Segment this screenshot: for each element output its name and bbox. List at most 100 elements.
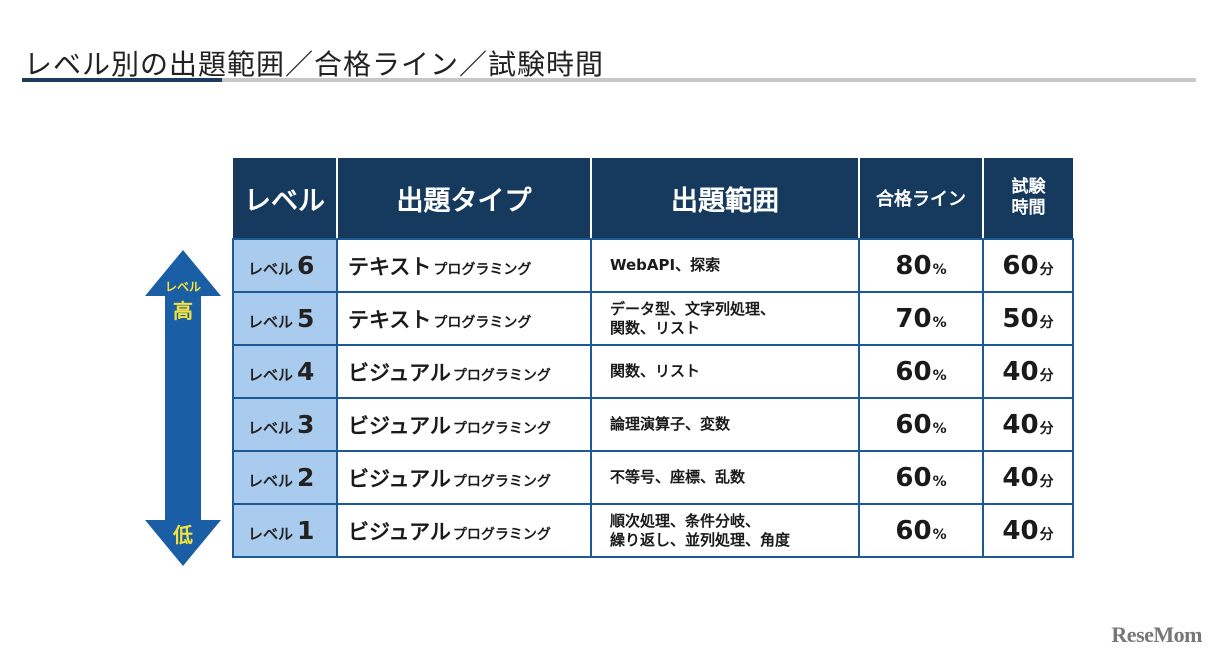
time-unit: 分 [1039,473,1054,490]
type-sub: プログラミング [452,367,551,384]
level-number: 6 [297,251,315,280]
time-cell: 60分 [982,238,1074,293]
level-cell: レベル 4 [232,344,338,399]
type-cell: ビジュアル プログラミング [336,503,592,558]
pass-line-cell: 60% [858,397,984,452]
pass-value: 70 [895,303,932,334]
pass-line-cell: 60% [858,503,984,558]
level-word: レベル [248,313,294,331]
pass-value: 80 [895,250,932,281]
scope-line-1: 論理演算子、変数 [610,415,731,433]
scope-line-1: 関数、リスト [610,362,701,380]
arrow-label-level: レベル [164,280,201,294]
header-pass: 合格ライン [858,158,984,240]
pass-line-cell: 60% [858,344,984,399]
level-number: 5 [297,304,315,333]
time-value: 40 [1002,515,1039,546]
pass-line-cell: 60% [858,450,984,505]
time-cell: 40分 [982,344,1074,399]
pass-unit: % [932,367,947,384]
time-unit: 分 [1039,367,1054,384]
time-unit: 分 [1039,314,1054,331]
pass-unit: % [932,261,947,278]
type-main: ビジュアル [348,519,451,544]
table-row: レベル 3 ビジュアル プログラミング 論理演算子、変数 60% 40分 [232,397,1074,452]
level-number: 2 [297,463,315,492]
scope-cell: WebAPI、探索 [590,238,860,293]
pass-line-cell: 80% [858,238,984,293]
level-number: 1 [297,516,315,545]
level-cell: レベル 2 [232,450,338,505]
level-cell: レベル 5 [232,291,338,346]
header-time-line2: 時間 [1011,198,1046,218]
type-sub: プログラミング [452,526,551,543]
pass-unit: % [932,526,947,543]
type-cell: テキスト プログラミング [336,291,592,346]
scope-line-1: 順次処理、条件分岐、 [610,511,761,530]
double-arrow-icon [145,250,221,566]
header-level: レベル [233,158,338,240]
pass-value: 60 [895,409,932,440]
header-type: 出題タイプ [336,158,592,240]
arrow-label-high: 高 [173,299,193,323]
time-cell: 40分 [982,503,1074,558]
pass-unit: % [932,420,947,437]
level-cell: レベル 3 [232,397,338,452]
time-unit: 分 [1039,526,1054,543]
header-time-line1: 試験 [1011,177,1046,197]
level-word: レベル [248,260,294,278]
level-word: レベル [248,419,294,437]
level-word: レベル [248,472,294,490]
pass-value: 60 [895,462,932,493]
type-main: テキスト [348,254,432,279]
pass-value: 60 [895,356,932,387]
time-value: 60 [1002,250,1039,281]
time-value: 50 [1002,303,1039,334]
scope-cell: 論理演算子、変数 [590,397,860,452]
scope-line-1: 不等号、座標、乱数 [610,468,746,486]
title-underline [22,78,1196,82]
level-number: 4 [297,357,315,386]
type-cell: ビジュアル プログラミング [336,344,592,399]
level-number: 3 [297,410,315,439]
pass-value: 60 [895,515,932,546]
type-cell: ビジュアル プログラミング [336,450,592,505]
table-row: レベル 1 ビジュアル プログラミング 順次処理、条件分岐、 繰り返し、並列処理、角度 60… [232,503,1074,558]
type-cell: ビジュアル プログラミング [336,397,592,452]
scope-cell: 不等号、座標、乱数 [590,450,860,505]
table-row: レベル 5 テキスト プログラミング データ型、文字列処理、 関数、リスト 70% 50分 [232,291,1074,346]
table-row: レベル 2 ビジュアル プログラミング 不等号、座標、乱数 60% 40分 [232,450,1074,505]
scope-line-2: 関数、リスト [610,318,701,337]
page-title: レベル別の出題範囲／合格ライン／試験時間 [24,47,605,81]
time-value: 40 [1002,462,1039,493]
time-value: 40 [1002,356,1039,387]
scope-cell: 順次処理、条件分岐、 繰り返し、並列処理、角度 [590,503,860,558]
table-header-row: レベル 出題タイプ 出題範囲 合格ライン 試験 時間 [233,158,1073,240]
pass-unit: % [932,473,947,490]
scope-line-1: データ型、文字列処理、 [610,299,776,318]
pass-unit: % [932,314,947,331]
scope-cell: データ型、文字列処理、 関数、リスト [590,291,860,346]
type-main: ビジュアル [348,413,451,438]
level-direction-arrow: レベル 高 低 [145,250,221,566]
scope-line-2: 繰り返し、並列処理、角度 [610,530,791,549]
header-scope: 出題範囲 [590,158,860,240]
type-sub: プログラミング [433,314,532,331]
header-time: 試験 時間 [982,158,1073,240]
scope-cell: 関数、リスト [590,344,860,399]
table-row: レベル 4 ビジュアル プログラミング 関数、リスト 60% 40分 [232,344,1074,399]
type-sub: プログラミング [452,473,551,490]
time-unit: 分 [1039,261,1054,278]
time-cell: 50分 [982,291,1074,346]
level-word: レベル [248,525,294,543]
type-main: ビジュアル [348,466,451,491]
level-cell: レベル 6 [232,238,338,293]
time-value: 40 [1002,409,1039,440]
scope-line-1: WebAPI、探索 [610,256,721,274]
level-cell: レベル 1 [232,503,338,558]
pass-line-cell: 70% [858,291,984,346]
type-main: テキスト [348,307,432,332]
time-unit: 分 [1039,420,1054,437]
level-table: レベル 出題タイプ 出題範囲 合格ライン 試験 時間 レベル 6 テキスト プログラミ… [232,158,1074,558]
type-sub: プログラミング [452,420,551,437]
